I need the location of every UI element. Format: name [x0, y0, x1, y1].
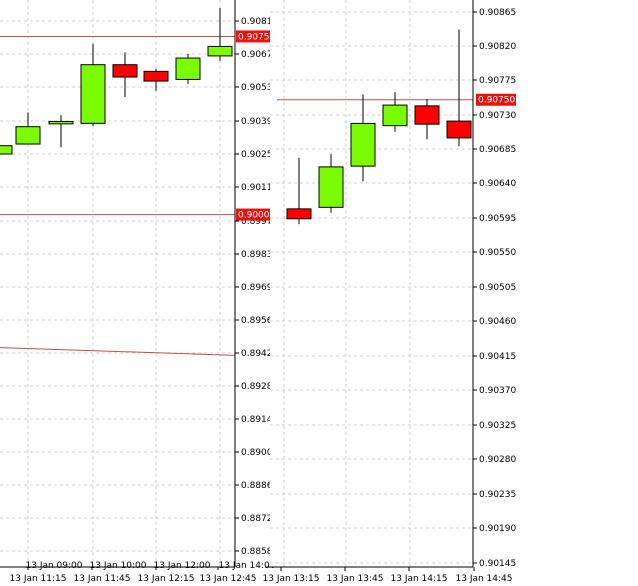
y-tick-label: 0.90280 [479, 455, 516, 465]
x-tick-label: 13 Jan 14:45 [456, 574, 513, 584]
y-tick-label: 0.88580 [241, 547, 278, 557]
x-tick-label-faint: 13 Jan 10:00 [90, 561, 147, 571]
x-tick-label-faint: 13 Jan 14:00 [219, 561, 276, 571]
y-tick-label: 0.89835 [241, 250, 278, 260]
y-tick-label: 0.90255 [241, 150, 278, 160]
y-tick-label: 0.90865 [479, 8, 516, 18]
y-tick-label: 0.90505 [479, 283, 516, 293]
candle-body [143, 70, 169, 82]
y-tick-label: 0.90595 [479, 214, 516, 224]
left-chart-panel: 0.90815 0.90675 0.90535 0.90395 0.90255 0.901… [0, 0, 278, 571]
y-tick-label: 0.89420 [241, 349, 278, 359]
candle [175, 54, 201, 85]
candle-body [350, 122, 376, 167]
x-tick-label: 13 Jan 11:15 [10, 574, 67, 584]
candle-body [15, 126, 41, 145]
y-tick-label: 0.90395 [241, 117, 278, 127]
candle-body [318, 166, 344, 208]
candle [48, 115, 74, 148]
candle-body [207, 45, 233, 57]
y-tick-label: 0.90675 [241, 50, 278, 60]
candle [143, 68, 169, 91]
x-tick-label: 13 Jan 11:45 [74, 574, 131, 584]
candle [112, 52, 138, 97]
y-tick-label: 0.89975 [241, 217, 278, 227]
candle [446, 29, 472, 147]
candle [318, 153, 344, 213]
price-line-label: 0.90750 [478, 96, 515, 106]
y-tick-label: 0.89280 [241, 382, 278, 392]
x-tick-label: 13 Jan 13:45 [327, 574, 384, 584]
y-tick-label: 0.90145 [479, 559, 516, 569]
x-tick-label-faint: 13 Jan 12:00 [154, 561, 211, 571]
y-tick-label: 0.90370 [479, 386, 516, 396]
y-tick-label: 0.90325 [479, 421, 516, 431]
candle [414, 98, 440, 140]
x-tick-label: 13 Jan 12:45 [200, 574, 257, 584]
candle-body [112, 64, 138, 78]
candle [382, 92, 408, 132]
candle [0, 145, 13, 155]
y-tick-label: 0.89140 [241, 415, 278, 425]
y-tick-label: 0.89560 [241, 316, 278, 326]
y-tick-label: 0.90775 [479, 76, 516, 86]
price-line-label-bg [476, 93, 516, 106]
time-axis-band [0, 570, 638, 586]
candle [207, 7, 233, 61]
y-tick-label: 0.90685 [479, 145, 516, 155]
price-line-label: 0.90000 [238, 211, 275, 221]
y-tick-label: 0.90235 [479, 490, 516, 500]
y-tick-label: 0.90115 [241, 183, 278, 193]
y-tick-label: 0.88860 [241, 481, 278, 491]
y-tick-label: 0.90815 [241, 17, 278, 27]
y-tick-label: 0.88720 [241, 514, 278, 524]
candle-body [175, 57, 201, 80]
y-tick-label: 0.90190 [479, 524, 516, 534]
price-line-label: 0.90750 [238, 32, 275, 42]
candle-body [0, 145, 13, 155]
trendline [0, 347, 236, 356]
panel-background [270, 0, 473, 567]
y-tick-label: 0.90820 [479, 42, 516, 52]
y-tick-label: 0.89000 [241, 448, 278, 458]
candle [350, 94, 376, 182]
candle [286, 157, 312, 225]
x-tick-label: 13 Jan 14:15 [391, 574, 448, 584]
candle-body [80, 64, 106, 124]
y-tick-label: 0.90415 [479, 352, 516, 362]
y-tick-label: 0.90640 [479, 179, 516, 189]
price-line-label-bg [236, 208, 276, 221]
x-tick-label: 13 Jan 13:15 [263, 574, 320, 584]
candle-body [414, 105, 440, 125]
candle-body [48, 120, 74, 125]
candle-body [446, 120, 472, 139]
candle [80, 43, 106, 126]
price-line-label-bg [236, 30, 276, 43]
candle-body [286, 208, 312, 220]
x-tick-label-faint: 13 Jan 09:00 [26, 561, 83, 571]
y-tick-label: 0.90550 [479, 248, 516, 258]
y-tick-label: 0.90535 [241, 83, 278, 93]
candle-body [382, 104, 408, 127]
right-chart-panel: 0.90865 0.90820 0.90775 0.90730 0.90685 0.906… [265, 0, 516, 571]
y-tick-label: 0.89695 [241, 283, 278, 293]
candle [15, 112, 41, 145]
y-tick-label: 0.90460 [479, 317, 516, 327]
y-tick-label: 0.90730 [479, 111, 516, 121]
x-tick-label: 13 Jan 12:15 [138, 574, 195, 584]
